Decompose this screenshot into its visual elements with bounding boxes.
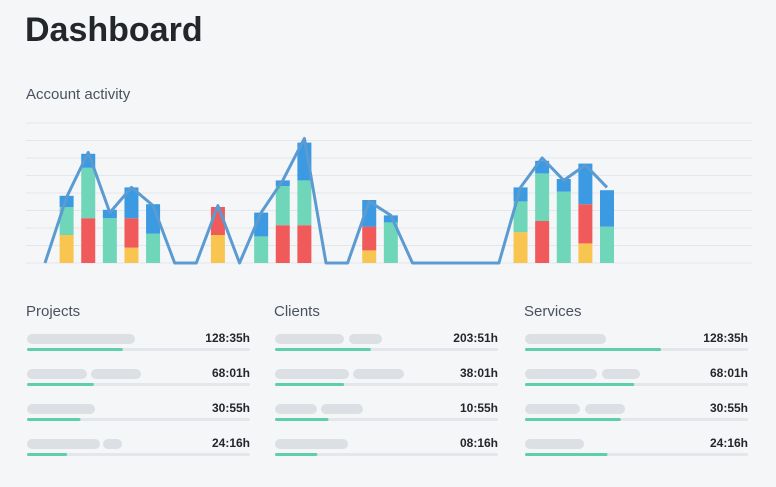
progress-bar <box>275 383 345 386</box>
bar-segment <box>362 226 377 251</box>
progress-track <box>27 453 250 456</box>
page-title: Dashboard <box>25 11 203 49</box>
bar-segment <box>513 232 528 263</box>
bar-segment <box>297 180 312 226</box>
bar-segment <box>600 190 614 227</box>
placeholder <box>525 334 606 344</box>
bar-segment <box>102 218 117 263</box>
bar-segment <box>600 226 614 263</box>
placeholder <box>585 404 625 414</box>
placeholder <box>602 369 640 379</box>
row-value: 10:55h <box>460 401 498 415</box>
bar-segment <box>210 235 225 263</box>
bar-segment <box>383 222 398 263</box>
bar-segment <box>362 200 377 227</box>
activity-line <box>43 136 609 265</box>
progress-bar <box>27 453 68 456</box>
row-value: 24:16h <box>212 436 250 450</box>
bar-segment <box>513 201 528 233</box>
bar-segment <box>535 173 550 221</box>
progress-bar <box>27 348 123 351</box>
bar-segment <box>254 236 269 263</box>
placeholder <box>525 369 597 379</box>
placeholder <box>91 369 141 379</box>
bar-segment <box>59 235 74 263</box>
placeholder <box>525 404 580 414</box>
row-value: 128:35h <box>205 331 250 345</box>
row-value: 128:35h <box>703 331 748 345</box>
bar-segment <box>556 191 571 263</box>
progress-bar <box>525 348 662 351</box>
placeholder <box>275 334 344 344</box>
bar-segment <box>578 243 593 263</box>
chart-title: Account activity <box>26 86 131 103</box>
progress-track <box>27 418 250 421</box>
row-value: 30:55h <box>212 401 250 415</box>
bar-segment <box>535 221 550 263</box>
bar-segment <box>578 163 593 205</box>
placeholder <box>275 404 317 414</box>
panel-title: Services <box>524 303 582 320</box>
placeholder <box>27 369 87 379</box>
bar-segment <box>275 186 290 226</box>
placeholder <box>103 439 122 449</box>
row-value: 08:16h <box>460 436 498 450</box>
row-value: 24:16h <box>710 436 748 450</box>
bar-segment <box>146 233 161 263</box>
row-value: 38:01h <box>460 366 498 380</box>
panel-title: Projects <box>26 303 80 320</box>
placeholder <box>275 369 349 379</box>
row-value: 203:51h <box>453 331 498 345</box>
progress-track <box>275 418 498 421</box>
bar-segment <box>578 204 593 244</box>
progress-bar <box>525 383 635 386</box>
placeholder <box>27 439 100 449</box>
bar-segment <box>362 250 377 263</box>
progress-bar <box>275 418 329 421</box>
placeholder <box>275 439 348 449</box>
bar-segment <box>124 218 139 248</box>
placeholder <box>27 404 95 414</box>
panel-title: Clients <box>274 303 320 320</box>
progress-track <box>275 453 498 456</box>
bar-segment <box>124 187 139 219</box>
bar-segment <box>81 218 96 263</box>
placeholder <box>27 334 135 344</box>
row-value: 68:01h <box>710 366 748 380</box>
progress-bar <box>525 418 621 421</box>
bar-segment <box>124 247 139 263</box>
placeholder <box>353 369 404 379</box>
placeholder <box>349 334 382 344</box>
placeholder <box>525 439 584 449</box>
progress-bar <box>525 453 608 456</box>
row-value: 68:01h <box>212 366 250 380</box>
bar-segment <box>275 180 290 186</box>
progress-bar <box>275 453 318 456</box>
progress-bar <box>27 418 81 421</box>
progress-bar <box>275 348 371 351</box>
bar-segment <box>556 179 571 192</box>
bar-segment <box>59 207 74 235</box>
bar-segment <box>275 225 290 263</box>
row-value: 30:55h <box>710 401 748 415</box>
progress-bar <box>27 383 94 386</box>
bar-segment <box>297 225 312 263</box>
placeholder <box>321 404 363 414</box>
bar-segment <box>81 167 96 219</box>
